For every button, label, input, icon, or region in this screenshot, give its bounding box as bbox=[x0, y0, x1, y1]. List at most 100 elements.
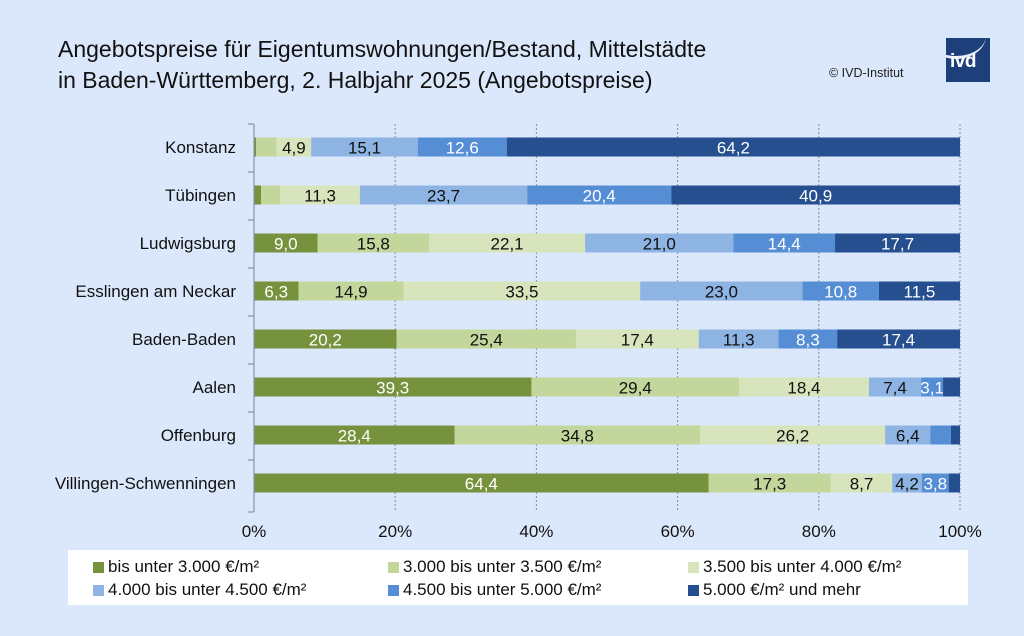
data-label: 3,1 bbox=[920, 379, 944, 398]
data-label: 11,3 bbox=[723, 331, 755, 350]
data-label: 25,4 bbox=[470, 331, 503, 350]
category-label: Konstanz bbox=[165, 138, 236, 157]
logo-swoosh-icon bbox=[946, 38, 986, 59]
bar-segment bbox=[317, 233, 430, 253]
data-label: 18,4 bbox=[787, 379, 820, 398]
legend-item: 4.500 bis unter 5.000 €/m² bbox=[388, 580, 601, 600]
bar-segment bbox=[254, 473, 709, 493]
bar-segment bbox=[585, 233, 734, 253]
x-tick-label: 40% bbox=[519, 522, 553, 541]
legend-swatch-icon bbox=[93, 561, 104, 573]
bar-segment bbox=[359, 185, 528, 205]
bar-segment bbox=[948, 473, 960, 493]
data-label: 7,4 bbox=[883, 379, 907, 398]
bar-segment bbox=[254, 185, 262, 205]
legend-swatch-icon bbox=[688, 584, 699, 596]
legend-item: 4.000 bis unter 4.500 €/m² bbox=[93, 580, 306, 600]
bar-segment bbox=[276, 137, 312, 157]
bar-segment bbox=[739, 377, 869, 397]
data-label: 4,9 bbox=[282, 139, 306, 158]
x-tick-label: 60% bbox=[661, 522, 695, 541]
data-label: 20,4 bbox=[583, 187, 616, 206]
data-label: 17,7 bbox=[881, 235, 914, 254]
bar-segment bbox=[396, 329, 576, 349]
legend: bis unter 3.000 €/m² 3.000 bis unter 3.50… bbox=[68, 550, 968, 605]
bar-segment bbox=[950, 425, 960, 445]
bar-segment bbox=[733, 233, 836, 253]
title-line-2: in Baden-Württemberg, 2. Halbjahr 2025 (… bbox=[58, 67, 653, 93]
bar-segment bbox=[921, 473, 949, 493]
data-label: 64,2 bbox=[717, 139, 750, 158]
data-label: 8,3 bbox=[796, 331, 820, 350]
category-label: Baden-Baden bbox=[132, 330, 236, 349]
category-label: Aalen bbox=[193, 378, 236, 397]
bar-segment bbox=[640, 281, 803, 301]
data-label: 22,1 bbox=[491, 235, 524, 254]
data-label: 11,3 bbox=[304, 187, 336, 206]
legend-swatch-icon bbox=[93, 584, 104, 596]
bar-segment bbox=[254, 137, 257, 157]
bar-segment bbox=[878, 281, 960, 301]
legend-item: 5.000 €/m² und mehr bbox=[688, 580, 861, 600]
bar-segment bbox=[506, 137, 960, 157]
legend-label: 3.500 bis unter 4.000 €/m² bbox=[703, 557, 902, 576]
bar-segment bbox=[403, 281, 641, 301]
copyright-text: © IVD-Institut bbox=[829, 66, 904, 80]
legend-swatch-icon bbox=[688, 561, 699, 573]
bar-segment bbox=[254, 377, 532, 397]
data-label: 39,3 bbox=[376, 379, 409, 398]
gridlines bbox=[394, 124, 961, 512]
data-label: 10,8 bbox=[824, 283, 857, 302]
data-label: 26,2 bbox=[776, 427, 809, 446]
x-tick-label: 0% bbox=[242, 522, 267, 541]
data-label: 17,4 bbox=[882, 331, 915, 350]
bar-segment bbox=[575, 329, 699, 349]
bar-segment bbox=[830, 473, 893, 493]
bar-segment bbox=[254, 281, 299, 301]
data-label: 3,8 bbox=[923, 475, 947, 494]
bar-segment bbox=[280, 185, 360, 205]
data-label: 20,2 bbox=[309, 331, 342, 350]
bar-segment bbox=[802, 281, 879, 301]
bars: 4,9 15,1 12,6 64,2 11,3 23,7 20,4 40,9 9,0 15,8 22… bbox=[254, 137, 960, 494]
bar-segment bbox=[527, 185, 672, 205]
bar-segment bbox=[454, 425, 701, 445]
bar-segment bbox=[892, 473, 922, 493]
data-label: 40,9 bbox=[799, 187, 832, 206]
axes: 0% 20% 40% 60% 80% 100% Konstanz Tübingen Ludwig… bbox=[55, 123, 982, 541]
data-label: 11,5 bbox=[903, 283, 935, 302]
legend-label: 5.000 €/m² und mehr bbox=[703, 580, 861, 599]
legend-label: bis unter 3.000 €/m² bbox=[108, 557, 260, 576]
bar-segment bbox=[921, 377, 944, 397]
legend-label: 3.000 bis unter 3.500 €/m² bbox=[403, 557, 602, 576]
data-label: 64,4 bbox=[465, 475, 498, 494]
bar-segment bbox=[417, 137, 507, 157]
data-label: 15,1 bbox=[348, 139, 381, 158]
bar-segment bbox=[837, 329, 960, 349]
bar-segment bbox=[698, 329, 779, 349]
legend-swatch-icon bbox=[388, 561, 399, 573]
bar-segment bbox=[868, 377, 922, 397]
bar-segment bbox=[261, 185, 281, 205]
bar-segment bbox=[835, 233, 960, 253]
bar-segment bbox=[254, 233, 318, 253]
legend-item: 3.500 bis unter 4.000 €/m² bbox=[688, 557, 901, 577]
data-label: 8,7 bbox=[850, 475, 874, 494]
legend-label: 4.500 bis unter 5.000 €/m² bbox=[403, 580, 602, 599]
legend-item: bis unter 3.000 €/m² bbox=[93, 557, 259, 577]
data-label: 4,2 bbox=[895, 475, 919, 494]
category-label: Offenburg bbox=[161, 426, 236, 445]
x-tick-label: 80% bbox=[802, 522, 836, 541]
bar-segment bbox=[671, 185, 960, 205]
data-label: 6,3 bbox=[264, 283, 288, 302]
data-label: 12,6 bbox=[446, 139, 479, 158]
bar-segment bbox=[778, 329, 838, 349]
data-label: 21,0 bbox=[643, 235, 676, 254]
data-label: 14,4 bbox=[768, 235, 801, 254]
bar-segment bbox=[254, 425, 455, 445]
logo-text: ivd bbox=[950, 51, 976, 72]
bar-segment bbox=[429, 233, 586, 253]
bar-segment bbox=[298, 281, 404, 301]
data-label: 29,4 bbox=[619, 379, 652, 398]
bar-segment bbox=[943, 377, 960, 397]
